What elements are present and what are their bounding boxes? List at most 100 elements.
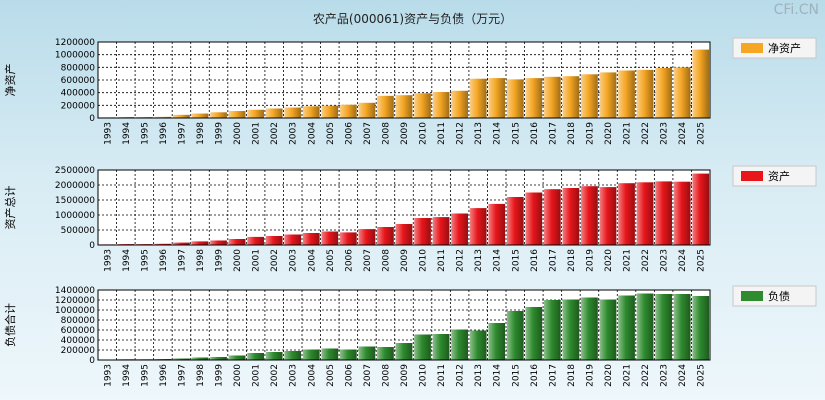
bar-2018[interactable] [562, 76, 580, 118]
bar-2005[interactable] [321, 105, 339, 118]
bar-2017[interactable] [544, 76, 561, 118]
bar-2018[interactable] [562, 188, 580, 245]
bar-2006[interactable] [340, 104, 357, 118]
bar-2018[interactable] [562, 299, 580, 361]
bar-2008[interactable] [377, 95, 394, 118]
bar-2020[interactable] [599, 72, 617, 118]
bar-2022[interactable] [636, 182, 654, 245]
bar-2023[interactable] [655, 181, 672, 245]
x-tick-label: 2005 [326, 364, 336, 387]
x-tick-label: 2004 [307, 364, 317, 387]
bar-1997[interactable] [173, 358, 190, 361]
bar-2015[interactable] [506, 311, 524, 360]
bar-2001[interactable] [247, 353, 264, 360]
bar-2019[interactable] [581, 297, 598, 361]
bar-2024[interactable] [673, 294, 691, 360]
bar-2015[interactable] [506, 79, 524, 118]
bar-1999[interactable] [210, 357, 227, 360]
bar-2024[interactable] [673, 67, 691, 118]
bar-2011[interactable] [432, 334, 450, 360]
bar-1999[interactable] [210, 240, 227, 246]
bar-2022[interactable] [636, 69, 654, 118]
bar-2012[interactable] [451, 329, 468, 361]
bar-2007[interactable] [358, 229, 376, 245]
x-tick-label: 2016 [530, 122, 540, 145]
bar-2014[interactable] [488, 323, 506, 360]
bar-2008[interactable] [377, 347, 394, 360]
bar-2000[interactable] [228, 111, 246, 118]
bar-2023[interactable] [655, 67, 672, 118]
x-tick-label: 1993 [103, 364, 113, 387]
bar-2021[interactable] [618, 70, 635, 119]
bar-1996[interactable] [154, 243, 172, 245]
bar-1996[interactable] [154, 116, 172, 118]
bar-2016[interactable] [525, 307, 543, 360]
bar-2000[interactable] [228, 355, 246, 361]
bar-2007[interactable] [358, 346, 376, 361]
x-tick-label: 2025 [697, 249, 707, 272]
bar-2009[interactable] [395, 343, 413, 360]
bar-1997[interactable] [173, 114, 190, 118]
x-tick-label: 2021 [623, 122, 633, 145]
bar-2006[interactable] [340, 232, 357, 245]
bar-2011[interactable] [432, 92, 450, 118]
bar-2013[interactable] [469, 330, 487, 361]
bar-2002[interactable] [265, 236, 283, 245]
legend-label: 负债 [768, 289, 790, 303]
bar-2003[interactable] [284, 107, 302, 118]
bar-2025[interactable] [692, 49, 710, 118]
bar-2023[interactable] [655, 294, 672, 360]
legend-label: 资产 [768, 169, 790, 183]
bar-2005[interactable] [321, 231, 339, 246]
bar-2020[interactable] [599, 299, 617, 361]
bar-2016[interactable] [525, 192, 543, 246]
bar-2021[interactable] [618, 295, 635, 361]
bar-2008[interactable] [377, 227, 394, 245]
bar-2012[interactable] [451, 213, 468, 246]
bar-2020[interactable] [599, 187, 617, 245]
bar-2017[interactable] [544, 189, 561, 245]
bar-2011[interactable] [432, 217, 450, 245]
bar-2010[interactable] [414, 334, 431, 361]
bar-2019[interactable] [581, 74, 598, 118]
bar-2017[interactable] [544, 300, 561, 360]
bar-2013[interactable] [469, 208, 487, 245]
bar-2009[interactable] [395, 95, 413, 118]
bar-2005[interactable] [321, 348, 339, 361]
bar-1998[interactable] [191, 113, 209, 118]
bar-1999[interactable] [210, 112, 227, 118]
bar-2003[interactable] [284, 234, 302, 246]
x-tick-label: 2014 [493, 122, 503, 145]
bar-2001[interactable] [247, 236, 264, 245]
x-tick-label: 2000 [233, 122, 243, 145]
bar-2010[interactable] [414, 93, 431, 118]
bar-2012[interactable] [451, 90, 468, 118]
bar-2004[interactable] [302, 106, 320, 118]
bar-2004[interactable] [302, 233, 320, 245]
bar-2004[interactable] [302, 349, 320, 361]
bar-2022[interactable] [636, 293, 654, 361]
bar-2021[interactable] [618, 183, 635, 245]
bar-2016[interactable] [525, 78, 543, 118]
bar-2014[interactable] [488, 78, 506, 118]
bar-2002[interactable] [265, 108, 283, 119]
bar-1998[interactable] [191, 357, 209, 361]
bar-2009[interactable] [395, 224, 413, 245]
bar-2025[interactable] [692, 296, 710, 360]
bar-2025[interactable] [692, 173, 710, 245]
bar-2007[interactable] [358, 102, 376, 118]
bar-2014[interactable] [488, 203, 506, 245]
bar-2015[interactable] [506, 197, 524, 245]
bar-2002[interactable] [265, 352, 283, 360]
bar-2010[interactable] [414, 218, 431, 245]
bar-2024[interactable] [673, 181, 691, 245]
bar-2000[interactable] [228, 239, 246, 245]
bar-2019[interactable] [581, 186, 598, 245]
bar-1997[interactable] [173, 242, 190, 245]
bar-1998[interactable] [191, 241, 209, 245]
x-tick-label: 1996 [159, 364, 169, 387]
bar-2001[interactable] [247, 109, 264, 118]
bar-2013[interactable] [469, 78, 487, 118]
bar-2006[interactable] [340, 349, 357, 361]
bar-2003[interactable] [284, 351, 302, 360]
